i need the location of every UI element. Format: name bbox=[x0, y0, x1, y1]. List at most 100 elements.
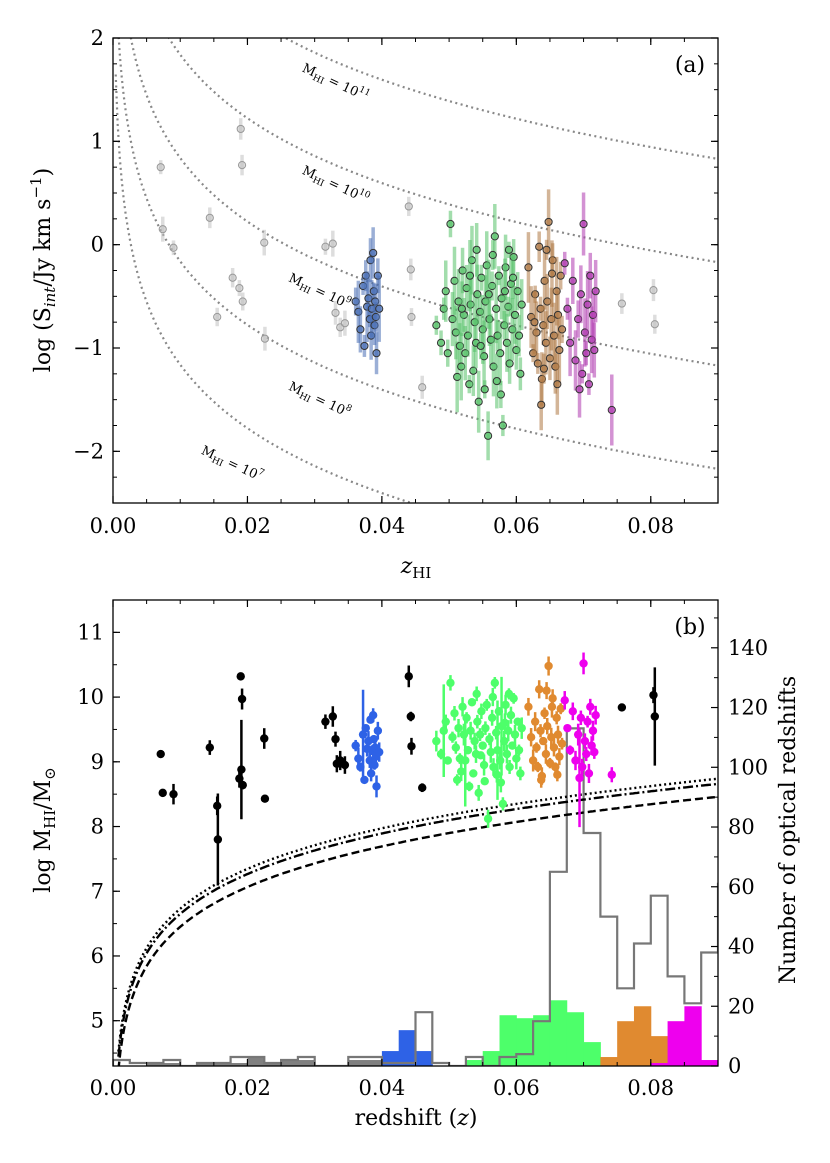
x-tick-label: 0.00 bbox=[90, 1076, 137, 1100]
data-point bbox=[366, 769, 376, 778]
data-point bbox=[370, 760, 379, 770]
data-point bbox=[485, 734, 494, 744]
data-point bbox=[649, 286, 658, 295]
hist-bar bbox=[600, 1057, 618, 1066]
data-point bbox=[156, 749, 165, 759]
data-point bbox=[331, 734, 340, 744]
data-point bbox=[533, 762, 543, 772]
data-point bbox=[450, 709, 459, 718]
data-point bbox=[544, 661, 553, 671]
hist-bar bbox=[398, 1030, 416, 1066]
label-part: = 10 bbox=[308, 390, 347, 419]
data-point bbox=[360, 341, 369, 351]
mass-curve-label-7: MHI = 107 bbox=[198, 442, 266, 487]
data-point bbox=[576, 713, 586, 722]
data-point bbox=[584, 769, 594, 778]
data-point bbox=[432, 321, 441, 330]
data-point bbox=[213, 835, 223, 844]
data-point bbox=[496, 778, 506, 787]
data-point bbox=[260, 334, 270, 343]
data-point bbox=[586, 702, 595, 711]
data-point bbox=[472, 689, 481, 699]
label-part: M bbox=[300, 163, 318, 182]
data-point bbox=[418, 383, 427, 392]
data-point bbox=[476, 341, 485, 351]
data-point bbox=[568, 707, 577, 716]
data-point bbox=[530, 318, 539, 327]
y-tick-label: 5 bbox=[91, 1009, 104, 1033]
data-point bbox=[510, 730, 520, 739]
data-point bbox=[514, 331, 524, 340]
label-part: HI bbox=[210, 455, 225, 469]
axes-frame-b bbox=[112, 599, 719, 1067]
data-point bbox=[566, 338, 575, 347]
data-point bbox=[530, 717, 540, 726]
x-tick-label: 0.04 bbox=[359, 514, 406, 538]
data-point bbox=[465, 782, 474, 791]
hist-bar bbox=[230, 1063, 248, 1066]
data-point bbox=[502, 749, 512, 759]
data-point bbox=[483, 814, 493, 823]
label-part: 9 bbox=[344, 295, 354, 307]
data-point bbox=[583, 717, 592, 726]
data-point bbox=[360, 775, 369, 785]
data-point bbox=[490, 678, 500, 688]
data-point bbox=[534, 685, 544, 694]
data-point bbox=[490, 232, 499, 241]
data-point bbox=[591, 287, 600, 296]
label-part: = 10 bbox=[322, 72, 361, 101]
data-point bbox=[407, 742, 416, 751]
y-tick-label: 10 bbox=[77, 685, 104, 709]
data-point bbox=[158, 225, 167, 234]
series-cluster-magenta bbox=[560, 652, 616, 828]
data-point bbox=[553, 730, 563, 739]
series-field bbox=[156, 118, 659, 399]
y-tick-label: −1 bbox=[73, 336, 104, 360]
data-point bbox=[458, 702, 467, 711]
data-point bbox=[582, 749, 591, 759]
data-point bbox=[474, 397, 483, 406]
data-point bbox=[512, 754, 521, 763]
data-point bbox=[568, 276, 577, 285]
data-point bbox=[500, 718, 510, 728]
data-point bbox=[573, 730, 583, 739]
data-point bbox=[260, 794, 270, 803]
data-point bbox=[579, 659, 588, 668]
data-point bbox=[555, 345, 564, 355]
data-point bbox=[340, 319, 350, 328]
data-point bbox=[565, 745, 575, 755]
data-point bbox=[484, 431, 493, 440]
data-point bbox=[406, 712, 415, 721]
data-point bbox=[486, 747, 495, 757]
panel-label-a: (a) bbox=[675, 53, 705, 78]
mass-curve-10 bbox=[167, 38, 718, 264]
data-point bbox=[328, 712, 338, 721]
axes-frame-a bbox=[112, 37, 719, 504]
x-tick-label: 0.00 bbox=[90, 514, 137, 538]
data-point bbox=[553, 770, 562, 779]
sensitivity-curve-dash-dot bbox=[117, 782, 718, 1057]
y-tick-label: 6 bbox=[91, 944, 104, 968]
y-axis-label-a: log (Sint/Jy km s−1) bbox=[27, 168, 59, 372]
data-point bbox=[238, 297, 247, 306]
data-point bbox=[560, 259, 569, 268]
hist-bar bbox=[684, 1006, 702, 1066]
data-point bbox=[571, 356, 580, 365]
data-point bbox=[579, 219, 588, 229]
hist-bar bbox=[415, 1051, 433, 1066]
data-point bbox=[516, 369, 525, 378]
data-point bbox=[321, 717, 330, 726]
data-point bbox=[547, 269, 557, 278]
data-point bbox=[237, 765, 246, 774]
data-point bbox=[260, 734, 269, 743]
y2-axis-label-b: Number of optical redshifts bbox=[776, 676, 801, 984]
data-point bbox=[563, 723, 572, 733]
data-point bbox=[169, 789, 178, 799]
data-point bbox=[470, 736, 479, 746]
data-point bbox=[372, 782, 381, 791]
hist-bar bbox=[583, 1042, 601, 1066]
label-part: = 10 bbox=[221, 454, 260, 483]
label-part: 10 bbox=[357, 187, 372, 201]
data-point bbox=[436, 338, 446, 347]
